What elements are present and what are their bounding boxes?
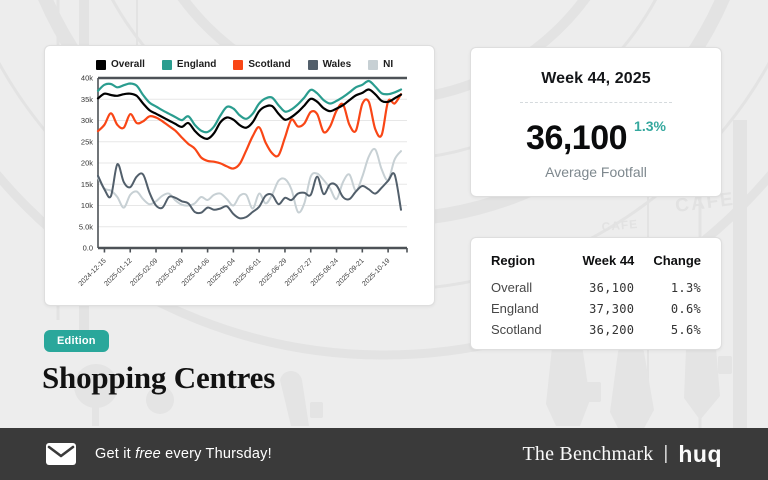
huq-logo: huq (678, 440, 722, 467)
legend-item-overall: Overall (96, 59, 145, 70)
divider (520, 102, 672, 103)
region-cell: Overall (491, 280, 533, 295)
table-header-row: Region Week 44 Change (491, 253, 701, 277)
week-value-cell: 36,200 (589, 322, 635, 337)
edition-badge: Edition (44, 330, 109, 352)
footfall-chart-card: Overall England Scotland Wales NI 0.0 5.0k 10k… (44, 45, 435, 306)
table-header-region: Region (491, 253, 536, 268)
change-cell: 5.6% (670, 322, 701, 337)
legend-item-scotland: Scotland (233, 59, 291, 70)
table-row: Scotland 36,200 5.6% (491, 319, 701, 340)
footfall-line-chart: 0.05.0k10k15k20k25k30k35k40k2024-12-1520… (78, 74, 408, 288)
legend-item-england: England (161, 59, 216, 70)
legend-swatch-wales (307, 59, 318, 70)
brand-separator: | (663, 443, 669, 464)
brand-name: The Benchmark (522, 442, 654, 465)
average-footfall-value: 36,100 1.3% (471, 119, 721, 155)
svg-text:5.0k: 5.0k (79, 222, 93, 231)
svg-text:10k: 10k (81, 201, 93, 210)
line-scotland (96, 93, 403, 170)
line-ni (97, 147, 402, 214)
footer-bar: Get it free every Thursday! The Benchmar… (0, 428, 768, 480)
legend-swatch-overall (96, 59, 106, 70)
line-wales (97, 163, 402, 220)
svg-text:2025-10-19: 2025-10-19 (361, 257, 391, 287)
region-table: Region Week 44 Change Overall 36,100 1.3% Eng… (491, 253, 701, 340)
region-cell: Scotland (491, 322, 542, 337)
line-england (96, 79, 403, 134)
envelope-icon (46, 443, 76, 465)
line-overall (96, 88, 403, 141)
legend-swatch-scotland (233, 59, 244, 70)
week-value-cell: 36,100 (589, 280, 635, 295)
change-cell: 1.3% (670, 280, 701, 295)
region-table-card: Region Week 44 Change Overall 36,100 1.3% Eng… (470, 237, 722, 350)
svg-text:15k: 15k (81, 180, 93, 189)
week-value-cell: 37,300 (589, 301, 635, 316)
footfall-number: 36,100 (526, 119, 628, 157)
svg-text:25k: 25k (81, 137, 93, 146)
svg-text:40k: 40k (81, 74, 93, 83)
cta-free-word: free (135, 446, 161, 462)
table-row: Overall 36,100 1.3% (491, 277, 701, 298)
svg-text:0.0: 0.0 (83, 244, 93, 253)
table-header-change: Change (653, 253, 701, 268)
cta-text: Get it free every Thursday! (95, 446, 272, 462)
table-header-week-44: Week 44 (582, 253, 635, 268)
svg-text:30k: 30k (81, 116, 93, 125)
week-summary-card: Week 44, 2025 36,100 1.3% Average Footfal… (470, 47, 722, 197)
footer-brand: The Benchmark | huq (523, 441, 722, 468)
legend-swatch-england (161, 59, 172, 70)
table-body: Overall 36,100 1.3% England 37,300 0.6% Scotla… (491, 277, 701, 340)
metric-label: Average Footfall (545, 164, 647, 180)
legend-item-ni: NI (368, 59, 393, 70)
svg-text:20k: 20k (81, 159, 93, 168)
change-percent: 1.3% (634, 118, 666, 134)
table-row: England 37,300 0.6% (491, 298, 701, 319)
region-cell: England (491, 301, 539, 316)
svg-text:35k: 35k (81, 95, 93, 104)
page-title: Shopping Centres (42, 360, 276, 395)
chart-legend: Overall England Scotland Wales NI (96, 59, 434, 70)
legend-swatch-ni (368, 59, 379, 70)
change-cell: 0.6% (670, 301, 701, 316)
week-title: Week 44, 2025 (541, 70, 651, 87)
legend-item-wales: Wales (307, 59, 351, 70)
footer-cta: Get it free every Thursday! (46, 443, 272, 465)
svg-text:CAFE: CAFE (601, 217, 639, 234)
